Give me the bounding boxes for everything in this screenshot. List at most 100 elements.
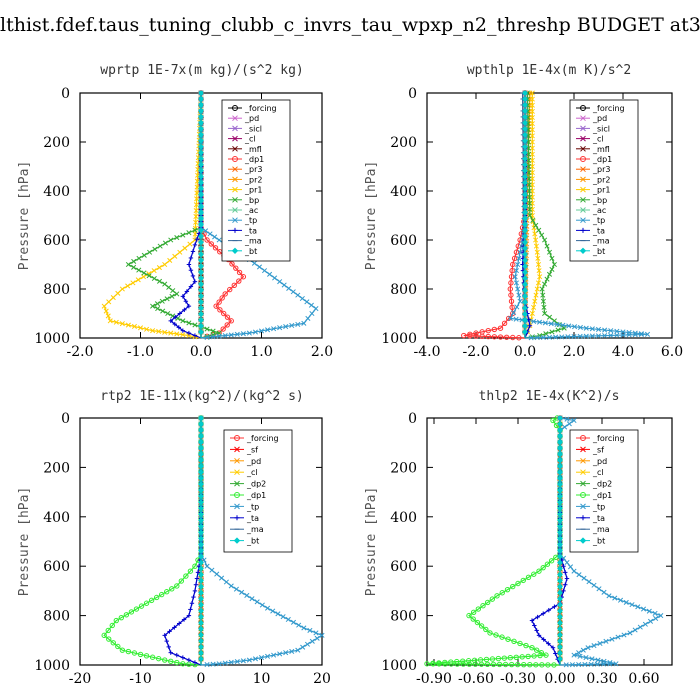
data-point [586, 579, 592, 585]
data-point [536, 568, 542, 574]
data-point [119, 286, 125, 292]
data-point [110, 295, 116, 301]
data-point [309, 310, 315, 317]
data-point [180, 232, 186, 238]
data-point [522, 269, 528, 276]
data-point [131, 258, 137, 264]
chart-panel-4: thlp2 1E-4x(K^2)/s Pressure [hPa] -0.90 -0.… [364, 389, 673, 687]
data-point [497, 334, 504, 340]
data-point [522, 305, 528, 312]
legend-entry: _pr1 [576, 186, 610, 195]
legend-entry: _sicl [228, 124, 262, 133]
legend-label: _sf [246, 445, 258, 454]
legend-entry: _tp [576, 502, 605, 511]
data-point [511, 638, 517, 645]
data-point [214, 571, 220, 577]
x-tick-label: 6.0 [661, 344, 683, 360]
data-point [557, 415, 563, 421]
data-point [460, 658, 466, 664]
data-point [522, 221, 528, 228]
data-point [182, 245, 188, 251]
panel-title: wprtp 1E-7x(m kg)/(s^2 kg) [100, 63, 304, 78]
data-point [491, 326, 498, 333]
legend-entry: _bt [576, 537, 605, 546]
data-point [522, 131, 528, 138]
data-point [522, 173, 528, 180]
data-point [560, 322, 566, 328]
data-point [614, 332, 620, 338]
data-point [296, 622, 302, 628]
data-point [566, 323, 572, 329]
data-point [589, 656, 595, 662]
data-point [516, 255, 522, 261]
data-point [198, 541, 204, 548]
data-point [529, 127, 535, 133]
y-tick-label: 800 [390, 609, 417, 625]
data-point [557, 601, 563, 608]
legend-entry: _dp1 [576, 491, 612, 500]
data-point [301, 320, 307, 326]
data-point [460, 661, 466, 667]
data-point [156, 278, 163, 284]
data-point [110, 640, 116, 646]
data-point [192, 588, 198, 594]
legend-label: _ta [244, 226, 257, 235]
data-point [589, 326, 595, 332]
data-point [522, 239, 528, 246]
x-tick-label: -0.30 [500, 671, 536, 687]
data-point [522, 233, 528, 240]
data-point [101, 303, 107, 309]
data-point [151, 268, 157, 274]
data-point [577, 653, 583, 659]
data-point [158, 591, 165, 598]
data-point [216, 333, 222, 339]
data-point [612, 595, 618, 601]
data-point [576, 650, 582, 656]
data-point [118, 614, 125, 621]
data-point [240, 331, 246, 337]
data-point [516, 335, 522, 341]
data-point [532, 623, 537, 628]
legend-entry: _pd [230, 457, 261, 466]
data-point [193, 219, 199, 225]
data-point [233, 265, 239, 271]
data-point [198, 155, 204, 162]
data-point [198, 499, 204, 506]
data-point [198, 571, 204, 578]
legend-entry: _sf [230, 445, 258, 454]
legend-entry: _mfl [228, 145, 262, 154]
data-point [153, 594, 160, 601]
plot-frame [426, 92, 673, 339]
data-point [557, 457, 563, 464]
legend-label: _pr3 [244, 165, 262, 174]
data-point [193, 208, 199, 214]
data-point [646, 608, 652, 614]
data-point [533, 243, 539, 249]
legend-label: _tp [592, 502, 605, 511]
data-point [522, 108, 528, 114]
data-point [125, 283, 131, 289]
data-point [198, 113, 204, 120]
data-point [101, 632, 107, 639]
data-point [157, 243, 163, 249]
data-point [540, 564, 546, 571]
legend-entry: _bt [230, 537, 259, 546]
data-point [141, 270, 147, 276]
data-point [526, 194, 533, 200]
data-point [198, 102, 204, 108]
data-point [180, 655, 186, 660]
data-point [172, 625, 177, 630]
y-tick-label: 600 [43, 559, 70, 575]
data-point [198, 583, 204, 590]
data-point [522, 281, 528, 288]
x-tick-label: 0.30 [586, 671, 617, 687]
data-point [557, 613, 563, 620]
legend-entry: _ma [230, 525, 264, 534]
data-point [198, 644, 204, 650]
data-point [137, 651, 144, 658]
data-point [448, 661, 454, 667]
data-point [583, 655, 589, 661]
data-point [301, 625, 307, 631]
data-point [494, 593, 500, 599]
data-point [174, 291, 180, 297]
